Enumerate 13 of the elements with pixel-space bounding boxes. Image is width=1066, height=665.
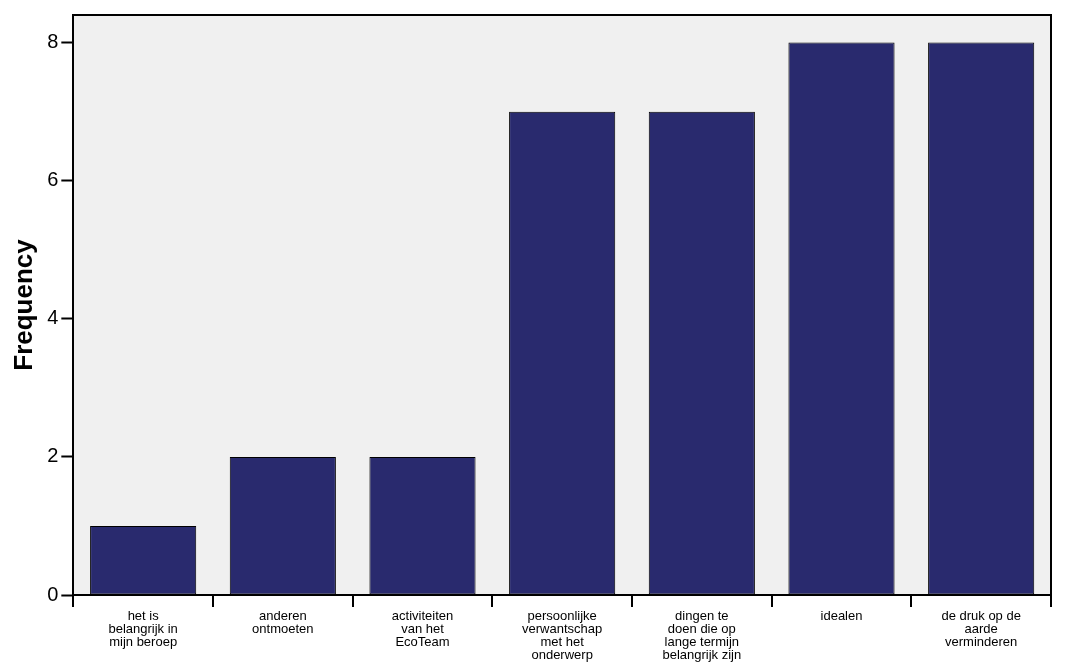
x-tick-label: dingen te doen die op lange termijn belangrijk zijn: [662, 608, 742, 663]
x-tick-label: idealen: [820, 608, 863, 624]
y-axis-title: Frequency: [7, 238, 38, 371]
x-tick-label: persoonlijke verwantschap met het onderwerp: [522, 608, 603, 663]
x-tick-label: de druk op de aarde verminderen: [941, 608, 1021, 650]
x-tick-label: anderen ontmoeten: [252, 608, 314, 637]
y-tick-label: 4: [47, 306, 59, 329]
y-tick-label: 6: [47, 168, 59, 191]
x-tick-label: activiteiten van het EcoTeam: [391, 608, 454, 650]
y-tick-label: 0: [47, 582, 59, 605]
y-tick-label: 2: [47, 444, 59, 467]
x-tick-label: het is belangrijk in mijn beroep: [108, 608, 178, 650]
y-tick-label: 8: [47, 30, 59, 53]
